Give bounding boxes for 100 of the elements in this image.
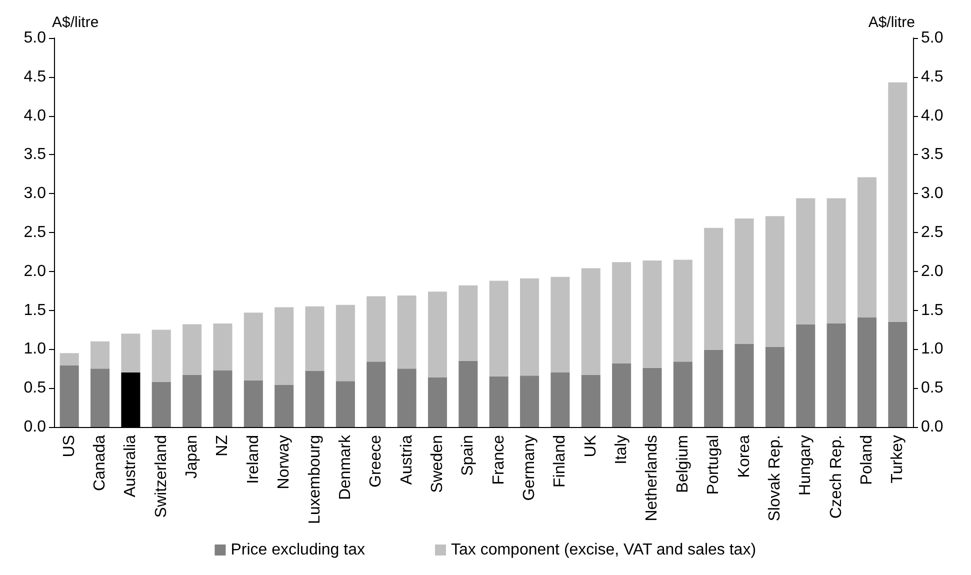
y-tick-label: 2.5 [24,224,46,241]
bar [489,376,508,427]
y2-tick-label: 0.5 [921,380,944,397]
bar [673,260,692,362]
bar [734,218,754,344]
y2-tick-label: 0.0 [921,418,944,436]
x-tick-label: Netherlands [644,435,661,522]
x-tick-label: Poland [858,435,876,485]
bar [121,334,140,373]
bar [90,368,110,427]
bar [857,177,876,318]
bar [581,268,600,375]
bar [765,346,784,427]
bar [734,344,754,427]
bar [305,370,324,427]
y2-tick-label: 5.0 [921,30,944,46]
y-tick-label: 1.0 [24,340,46,358]
y2-tick-label: 1.0 [921,340,944,358]
x-tick-label: France [490,434,508,485]
x-tick-label: Switzerland [152,435,170,518]
bar [366,362,386,427]
x-tick-label: Australia [122,434,140,498]
x-tick-label: Austria [398,434,416,485]
bar [581,374,600,427]
bar [673,362,692,427]
bar [796,324,816,427]
bar [458,285,478,361]
bar [244,380,263,427]
bar [182,324,202,375]
bar [60,353,79,366]
y2-tick-label: 2.0 [921,262,944,280]
bar [152,382,171,427]
bar [520,376,540,427]
x-tick-label: Ireland [244,435,262,484]
bar [520,278,540,376]
bar [428,377,447,427]
bar [704,350,724,427]
x-tick-label: UK [582,434,600,458]
bar [642,368,662,427]
x-tick-label: Japan [184,435,201,479]
bar [182,374,202,427]
bar [60,366,79,427]
bar [366,296,386,362]
y2-tick-label: 3.5 [921,146,944,164]
x-tick-label: NZ [214,434,232,456]
y-tick-label: 2.0 [24,262,46,280]
y2-tick-label: 4.0 [921,107,944,124]
y2-axis-title: A$/litre [868,14,915,31]
bar [244,312,263,380]
bar [458,360,478,427]
bar [550,372,570,427]
bar [642,260,662,368]
bar [826,324,846,427]
y-axis-title: A$/litre [52,14,99,31]
bar [888,82,908,322]
x-tick-label: Slovak Rep. [766,435,784,522]
bar [704,228,724,350]
bar [213,324,232,370]
bar [152,330,171,382]
x-tick-label: Turkey [889,435,906,484]
y-tick-label: 4.5 [24,68,46,86]
bar [888,322,908,427]
bar [612,262,632,364]
x-tick-label: Hungary [797,435,814,496]
legend-label: Price excluding tax [230,542,365,558]
y2-tick-label: 4.5 [921,68,944,86]
bar [397,296,416,369]
bar [397,368,416,427]
bar [90,341,110,369]
y2-tick-label: 1.5 [921,302,944,319]
y-tick-label: 0.5 [24,380,46,397]
bar [428,292,447,378]
x-tick-label: Greece [368,434,385,488]
bar [274,307,294,385]
bar [826,198,846,324]
x-tick-label: Belgium [674,435,692,493]
x-tick-label: Canada [92,434,109,492]
y-tick-label: 0.0 [24,418,46,436]
bar [489,280,508,376]
x-tick-label: Denmark [336,434,354,500]
bar [336,381,355,427]
bar [765,216,784,347]
x-tick-label: Portugal [705,435,722,495]
x-tick-label: Spain [460,435,477,476]
x-tick-label: Finland [552,435,569,488]
x-tick-label: Sweden [428,435,446,493]
x-tick-label: US [60,435,78,458]
y2-tick-label: 3.0 [921,185,944,202]
bar [213,370,232,427]
legend-label: Tax component (excise, VAT and sales tax) [450,542,756,558]
y-tick-label: 5.0 [24,30,46,46]
x-tick-label: Italy [613,435,630,464]
y-tick-label: 4.0 [24,107,46,124]
bar [550,276,570,373]
y-tick-label: 3.5 [24,146,46,164]
y-tick-label: 3.0 [24,185,46,202]
bar [857,317,876,427]
x-tick-label: Czech Rep. [828,435,845,519]
bar [796,198,816,324]
x-tick-label: Luxembourg [306,435,324,524]
